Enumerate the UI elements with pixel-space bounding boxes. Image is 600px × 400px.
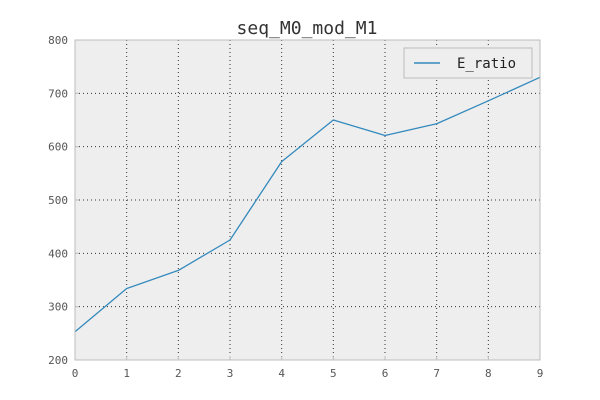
x-tick-label: 3 <box>227 367 234 380</box>
y-tick-label: 800 <box>48 34 68 47</box>
data-point-e-ratio <box>280 160 283 163</box>
legend-label-e-ratio: E_ratio <box>457 56 516 72</box>
x-tick-label: 2 <box>175 367 182 380</box>
data-point-e-ratio <box>384 134 387 137</box>
data-point-e-ratio <box>177 269 180 272</box>
x-tick-label: 0 <box>72 367 79 380</box>
chart-title: seq_M0_mod_M1 <box>237 18 378 39</box>
data-point-e-ratio <box>229 239 232 242</box>
plot-frame <box>74 39 541 361</box>
x-tick-label: 1 <box>123 367 130 380</box>
y-tick-label: 700 <box>48 87 68 100</box>
series-line-e-ratio <box>74 76 541 333</box>
x-tick-label: 5 <box>330 367 337 380</box>
x-tick-label: 8 <box>485 367 492 380</box>
x-axis-ticks: 0 1 2 3 4 5 6 7 8 9 <box>72 356 544 380</box>
x-tick-label: 4 <box>278 367 285 380</box>
y-tick-label: 500 <box>48 194 68 207</box>
y-tick-label: 200 <box>48 354 68 367</box>
x-tick-label: 9 <box>537 367 544 380</box>
data-point-e-ratio <box>332 119 335 122</box>
y-tick-label: 400 <box>48 247 68 260</box>
y-tick-label: 300 <box>48 301 68 314</box>
data-point-e-ratio <box>487 99 490 102</box>
legend: E_ratio <box>403 47 533 79</box>
x-tick-label: 6 <box>382 367 389 380</box>
y-tick-label: 600 <box>48 141 68 154</box>
x-tick-label: 7 <box>433 367 440 380</box>
y-axis-ticks: 200 300 400 500 600 700 800 <box>48 34 79 367</box>
series-lines <box>74 76 541 333</box>
data-point-e-ratio <box>125 287 128 290</box>
data-point-e-ratio <box>435 122 438 125</box>
